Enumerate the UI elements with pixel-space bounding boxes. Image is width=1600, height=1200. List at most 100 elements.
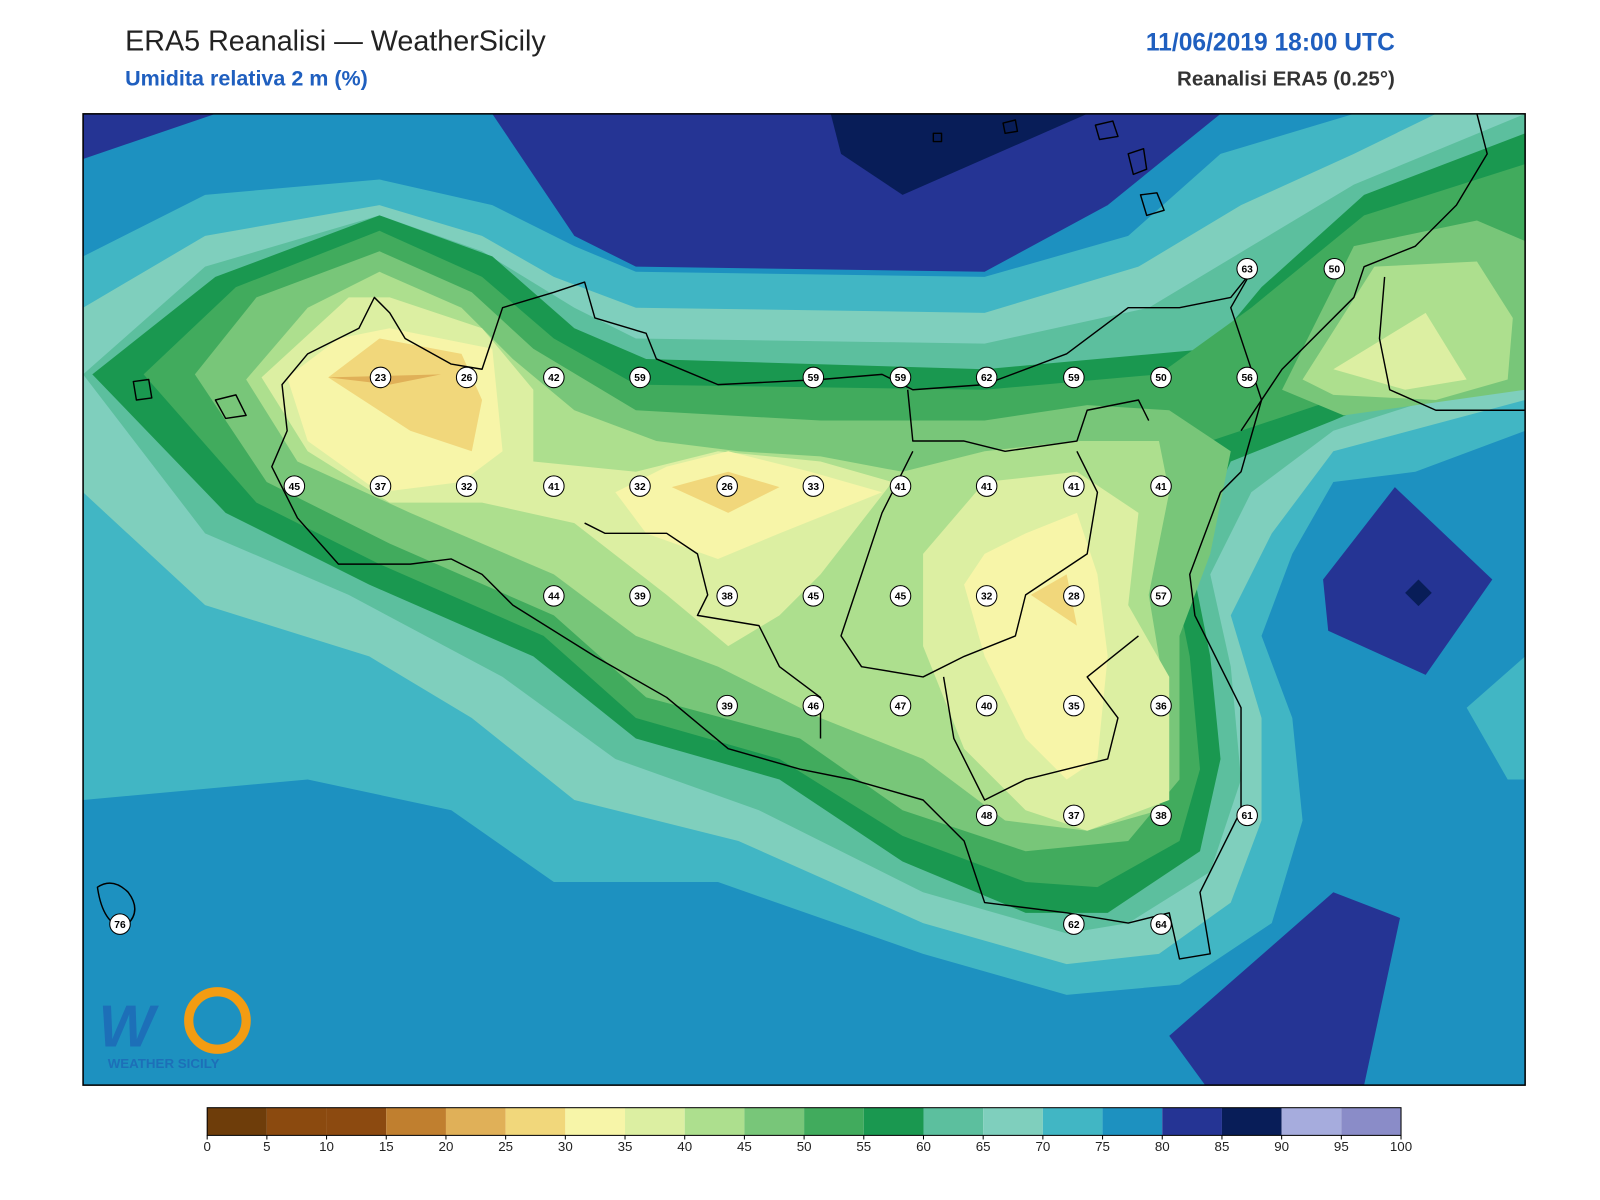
colorbar-tick-label: 65 [976, 1139, 991, 1154]
station-marker [889, 366, 912, 389]
station-value: 64 [1155, 920, 1167, 931]
station-marker [543, 475, 565, 497]
map-frame [82, 113, 1526, 1086]
colorbar-tick-label: 70 [1035, 1139, 1050, 1154]
station-marker [975, 366, 998, 389]
colorbar-tick-label: 45 [737, 1139, 752, 1154]
station-marker [1150, 585, 1172, 607]
station-value: 56 [1241, 373, 1253, 384]
coastline [906, 389, 1150, 452]
island [132, 378, 153, 401]
colorbar-bin [1162, 1107, 1222, 1136]
colorbar-bin [1221, 1107, 1282, 1136]
station-value: 38 [1155, 811, 1167, 822]
colorbar-bin [1281, 1107, 1342, 1136]
station-marker [889, 694, 912, 717]
contour [1466, 656, 1526, 780]
coastline [942, 635, 1139, 801]
station-value: 59 [1068, 373, 1080, 384]
station-marker [802, 475, 825, 497]
colorbar-bin [983, 1107, 1043, 1136]
station-marker [1150, 804, 1172, 827]
title: ERA5 Reanalisi — WeatherSicily [125, 26, 546, 58]
station-marker [1150, 913, 1172, 935]
contour [830, 113, 1088, 195]
station-marker [802, 585, 825, 607]
station-marker [543, 366, 565, 389]
station-value: 39 [721, 701, 733, 712]
contour [1030, 574, 1077, 626]
station-value: 39 [634, 592, 646, 603]
colorbar-tick-label: 95 [1334, 1139, 1349, 1154]
station-marker [1150, 366, 1172, 389]
station-marker [1063, 475, 1085, 497]
station-value: 40 [981, 701, 993, 712]
station-value: 50 [1329, 264, 1341, 275]
station-value: 41 [1068, 482, 1080, 493]
colorbar-tick-label: 5 [263, 1139, 270, 1154]
station-marker [283, 475, 306, 497]
colorbar-bin [386, 1107, 446, 1136]
station-value: 37 [375, 482, 387, 493]
station-value: 41 [1155, 482, 1167, 493]
station-marker [369, 366, 392, 389]
colorbar-bin [266, 1107, 327, 1136]
colorbar-bin [863, 1107, 924, 1136]
station-value: 59 [895, 373, 907, 384]
coastline [584, 522, 822, 739]
station-value: 28 [1068, 592, 1080, 603]
logo: W WEATHER SICILY [98, 987, 251, 1071]
station-marker [543, 585, 565, 607]
colorbar-bin [445, 1107, 506, 1136]
station-value: 26 [461, 373, 473, 384]
station-value: 26 [721, 482, 733, 493]
colorbar-tick-label: 85 [1215, 1139, 1230, 1154]
colorbar-tick-label: 100 [1390, 1139, 1412, 1154]
station-value: 36 [1155, 701, 1167, 712]
colorbar-bin [923, 1107, 984, 1136]
colorbar-tick-label: 35 [618, 1139, 633, 1154]
contour [83, 113, 216, 159]
station-marker [1063, 804, 1085, 827]
station-value: 46 [808, 701, 820, 712]
station-marker [629, 585, 651, 607]
map: 63 50 23 26 42 59 59 59 62 59 50 56 45 37 32 41 32 26 33 41… [83, 113, 1526, 1086]
source: Reanalisi ERA5 (0.25°) [1177, 67, 1395, 90]
coastline [271, 271, 1263, 960]
station-value: 45 [808, 592, 820, 603]
station-value: 32 [981, 592, 993, 603]
station-value: 62 [981, 373, 993, 384]
station-value: 45 [895, 592, 907, 603]
station-marker [716, 585, 738, 607]
station-value: 38 [721, 592, 733, 603]
station-marker [716, 475, 738, 497]
station-value: 62 [1068, 920, 1080, 931]
station-marker [975, 804, 998, 827]
colorbar-bin [684, 1107, 745, 1136]
contour [492, 113, 1221, 272]
datetime: 11/06/2019 18:00 UTC [1146, 30, 1395, 57]
colorbar-tick-label: 25 [498, 1139, 513, 1154]
station-marker [1063, 694, 1085, 717]
station-marker [109, 913, 131, 935]
station-value: 59 [808, 373, 820, 384]
colorbar-tick-label: 40 [677, 1139, 692, 1154]
station-marker [889, 585, 912, 607]
colorbar-bin [1102, 1107, 1163, 1136]
colorbar-tick-label: 75 [1095, 1139, 1110, 1154]
colorbar-bin [625, 1107, 685, 1136]
colorbar-bin [744, 1107, 805, 1136]
station-value: 57 [1155, 592, 1167, 603]
colorbar-bin [804, 1107, 864, 1136]
station-marker [1150, 475, 1172, 497]
station-marker [629, 475, 651, 497]
colorbar-tick-label: 20 [439, 1139, 454, 1154]
island [932, 132, 943, 143]
island [1002, 119, 1019, 135]
station-marker [802, 366, 825, 389]
contour [328, 338, 483, 452]
station-value: 59 [634, 373, 646, 384]
station-marker [975, 475, 998, 497]
station-value: 33 [808, 482, 820, 493]
